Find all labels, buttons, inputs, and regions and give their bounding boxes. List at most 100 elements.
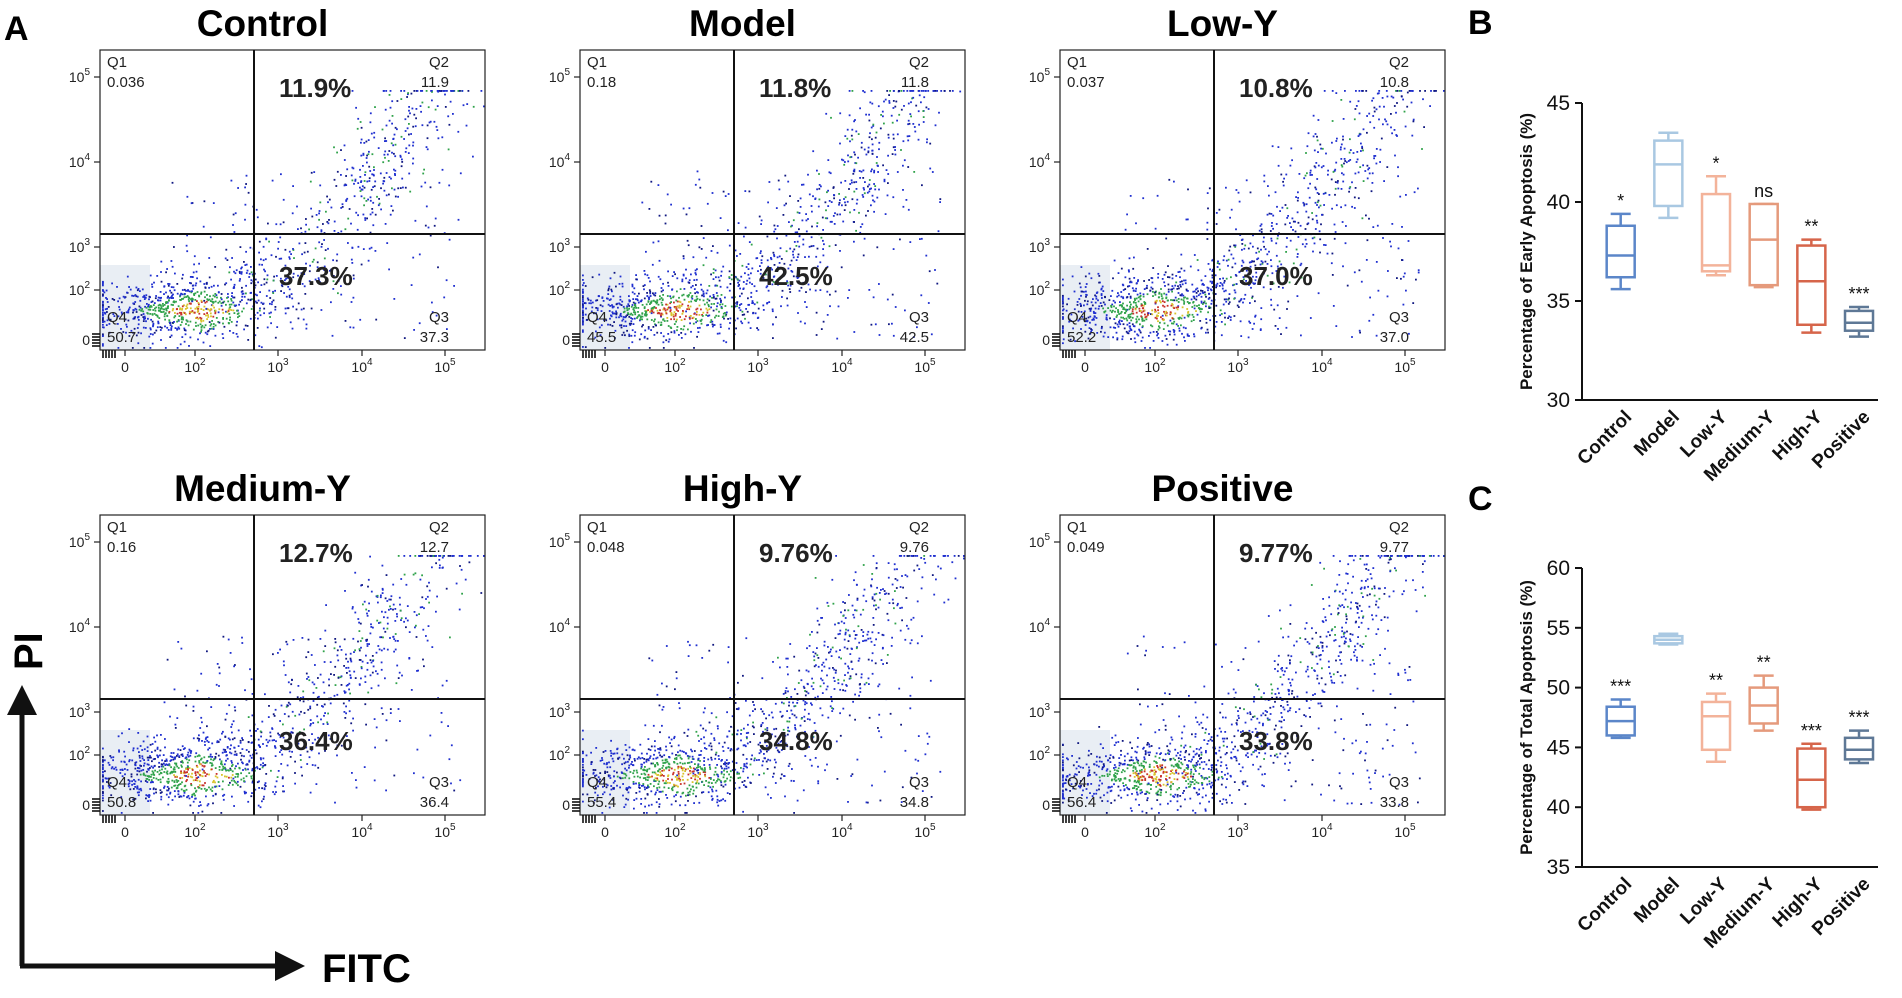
scatter-point xyxy=(299,754,302,756)
scatter-point xyxy=(285,277,287,280)
scatter-point xyxy=(357,618,360,620)
scatter-point xyxy=(142,320,145,322)
scatter-point xyxy=(662,347,665,349)
scatter-point xyxy=(1225,277,1228,280)
q1-name: Q1 xyxy=(587,54,607,71)
scatter-point xyxy=(163,787,165,789)
scatter-point xyxy=(1209,319,1212,322)
scatter-point xyxy=(790,225,792,228)
scatter-point xyxy=(330,301,332,304)
scatter-point xyxy=(786,304,789,307)
scatter-point xyxy=(190,311,193,313)
scatter-point xyxy=(1390,113,1392,115)
scatter-point xyxy=(290,731,293,734)
scatter-point xyxy=(646,295,649,297)
scatter-point xyxy=(378,622,380,624)
scatter-point xyxy=(927,108,930,110)
scatter-point xyxy=(739,304,741,306)
scatter-point xyxy=(388,268,390,271)
scatter-point xyxy=(221,308,224,311)
scatter-point xyxy=(1371,182,1374,184)
scatter-point xyxy=(920,237,923,240)
scatter-point xyxy=(705,307,708,310)
scatter-point xyxy=(198,761,201,764)
scatter-point xyxy=(1250,286,1252,289)
scatter-point xyxy=(1394,154,1396,157)
scatter-point xyxy=(1156,299,1158,302)
scatter-point xyxy=(773,224,776,227)
scatter-point xyxy=(644,329,647,332)
scatter-point xyxy=(266,278,269,281)
scatter-point xyxy=(771,283,774,286)
scatter-point xyxy=(1377,289,1380,292)
scatter-point xyxy=(1291,217,1294,220)
scatter-point xyxy=(214,324,217,327)
scatter-point xyxy=(372,665,375,668)
scatter-point xyxy=(1211,274,1214,277)
tick-exponent: 5 xyxy=(450,357,456,368)
scatter-point xyxy=(773,264,776,266)
scatter-point xyxy=(817,205,820,208)
scatter-point xyxy=(145,797,147,800)
scatter-point xyxy=(283,790,285,793)
scatter-point xyxy=(1378,90,1381,92)
scatter-point xyxy=(174,757,176,760)
scatter-point xyxy=(377,147,380,149)
scatter-point xyxy=(1098,305,1101,308)
scatter-point xyxy=(102,300,104,303)
scatter-point xyxy=(398,671,401,674)
scatter-point xyxy=(1260,318,1263,321)
scatter-point xyxy=(1225,300,1228,303)
scatter-point xyxy=(138,308,141,311)
scatter-point xyxy=(307,708,310,711)
scatter-point xyxy=(1179,281,1182,283)
scatter-point xyxy=(921,184,923,187)
scatter-point xyxy=(215,785,218,788)
scatter-point xyxy=(736,255,738,257)
scatter-point xyxy=(895,100,898,103)
scatter-point xyxy=(853,209,856,211)
scatter-point xyxy=(359,168,361,171)
scatter-point xyxy=(444,106,447,108)
scatter-point xyxy=(672,315,675,318)
scatter-point xyxy=(770,257,772,259)
scatter-point xyxy=(807,283,810,286)
scatter-point xyxy=(244,264,247,266)
scatter-point xyxy=(780,267,782,270)
scatter-point xyxy=(385,739,388,742)
scatter-point xyxy=(1269,288,1272,291)
scatter-point xyxy=(1087,337,1090,340)
scatter-point xyxy=(108,764,111,766)
scatter-point xyxy=(211,742,214,745)
scatter-point xyxy=(233,296,236,299)
scatter-point xyxy=(375,318,378,321)
scatter-point xyxy=(300,766,303,769)
scatter-point xyxy=(1237,191,1240,194)
scatter-point xyxy=(777,266,779,269)
scatter-point xyxy=(1178,287,1180,290)
scatter-point xyxy=(150,781,152,784)
scatter-point xyxy=(132,331,135,334)
scatter-point xyxy=(689,322,691,325)
scatter-point xyxy=(939,201,941,203)
q4-name: Q4 xyxy=(107,309,127,326)
scatter-point xyxy=(173,774,175,776)
scatter-point xyxy=(195,325,197,327)
scatter-point xyxy=(843,163,846,166)
scatter-point xyxy=(436,90,439,92)
scatter-point xyxy=(396,664,399,667)
scatter-point xyxy=(388,150,391,152)
scatter-point xyxy=(1341,172,1343,175)
scatter-point xyxy=(1200,300,1203,303)
scatter-point xyxy=(1222,259,1225,262)
scatter-point xyxy=(891,293,894,296)
scatter-point xyxy=(1275,223,1278,225)
scatter-point xyxy=(1186,334,1189,337)
scatter-point xyxy=(410,133,412,135)
scatter-point xyxy=(261,720,264,723)
scatter-point xyxy=(275,275,278,277)
scatter-point xyxy=(836,337,839,340)
scatter-point xyxy=(1256,247,1259,250)
scatter-point xyxy=(1244,244,1247,247)
scatter-point xyxy=(1101,297,1103,299)
